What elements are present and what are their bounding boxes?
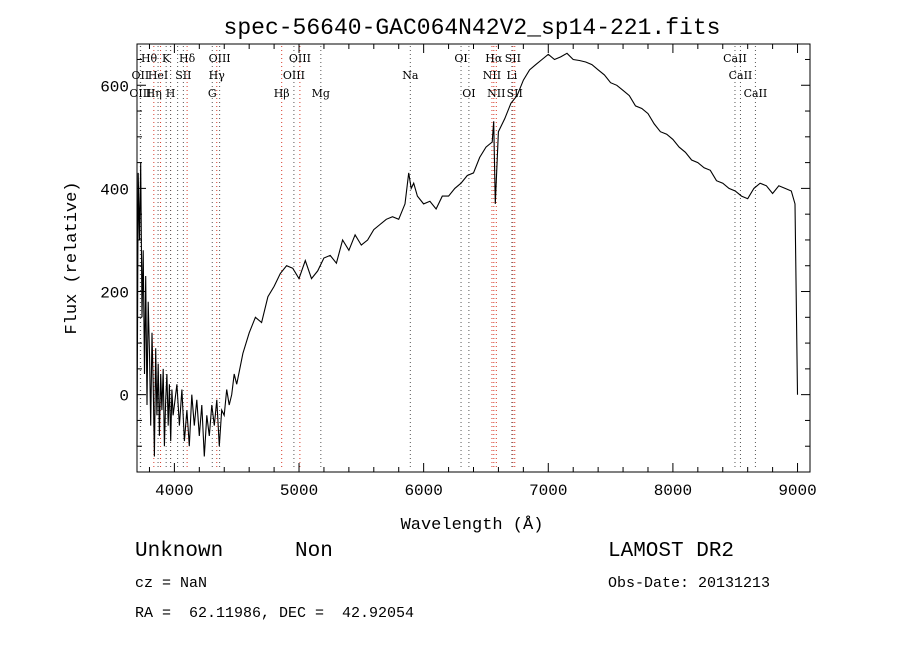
spectral-line-label: CaII <box>744 87 768 100</box>
y-tick-label: 200 <box>100 285 129 303</box>
x-axis: 4000 5000 6000 7000 8000 9000 <box>148 44 817 500</box>
obs-date-label: Obs-Date: 20131213 <box>608 575 771 592</box>
spectral-line-label: Mg <box>312 87 330 100</box>
spectral-line-label: NII <box>487 87 505 100</box>
x-tick-label: 7000 <box>529 482 567 500</box>
spectral-line-label: Hδ <box>179 52 196 65</box>
class-label: Unknown <box>135 540 224 563</box>
spectral-line-label: Li <box>506 69 517 82</box>
y-axis: 0 200 400 600 <box>100 58 810 447</box>
spectral-line-label: OIII <box>209 52 231 65</box>
spectral-line-label: Hβ <box>274 87 290 100</box>
subclass-label: Non <box>295 540 333 563</box>
spectral-line-label: SII <box>175 69 191 82</box>
spectral-line-label: Hγ <box>209 69 226 82</box>
spectral-line-label: Hη <box>146 87 162 100</box>
spectral-line-label: H <box>166 87 176 100</box>
x-axis-label: Wavelength (Å) <box>401 516 544 535</box>
line-markers <box>139 46 756 470</box>
spectral-line-label: Na <box>402 69 419 82</box>
y-axis-label: Flux (relative) <box>63 181 82 334</box>
plot-frame <box>136 43 811 473</box>
x-tick-label: 4000 <box>155 482 193 500</box>
spectrum-line <box>136 52 799 457</box>
y-tick-label: 400 <box>100 181 129 199</box>
spectral-line-label: SII <box>505 52 521 65</box>
x-tick-label: 9000 <box>778 482 816 500</box>
spectral-line-label: K <box>162 52 171 65</box>
survey-label: LAMOST DR2 <box>608 540 735 563</box>
spectral-line-label: Hα <box>485 52 503 65</box>
spectral-line-label: CaII <box>729 69 753 82</box>
spectral-line-label: OI <box>454 52 467 65</box>
spectral-line-label: OIII <box>289 52 311 65</box>
cz-label: cz = NaN <box>135 575 208 592</box>
coordinates-label: RA = 62.11986, DEC = 42.92054 <box>135 605 415 622</box>
y-tick-label: 600 <box>100 78 129 96</box>
x-tick-label: 5000 <box>280 482 318 500</box>
x-tick-label: 6000 <box>404 482 442 500</box>
spectral-line-label: OIII <box>283 69 305 82</box>
spectral-line-label: Hθ <box>141 52 158 65</box>
spectral-line-label: NII <box>483 69 501 82</box>
spectral-line-label: OII <box>132 69 150 82</box>
x-tick-label: 8000 <box>654 482 692 500</box>
y-tick-label: 0 <box>119 388 129 406</box>
spectral-line-label: G <box>208 87 217 100</box>
spectral-line-label: CaII <box>723 52 747 65</box>
spectral-line-label: OIII <box>129 87 151 100</box>
chart-title: spec-56640-GAC064N42V2_sp14-221.fits <box>224 15 721 41</box>
spectral-line-label: OI <box>462 87 475 100</box>
spectral-line-label: HeI <box>148 69 168 82</box>
